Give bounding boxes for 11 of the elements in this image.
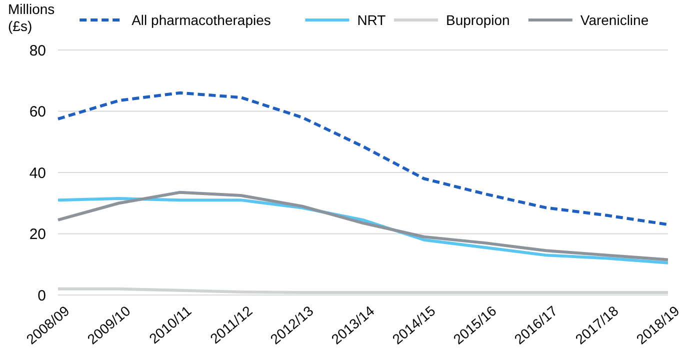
y-tick-label: 20 (29, 226, 46, 243)
y-axis-title: Millions (£s) (8, 1, 55, 34)
y-tick-label: 40 (29, 164, 46, 182)
legend-label: Bupropion (446, 12, 510, 28)
y-tick-label: 60 (29, 104, 46, 120)
legend-label: Varenicline (580, 12, 649, 28)
legend-label: All pharmacotherapies (132, 12, 271, 28)
y-tick-label: 0 (38, 287, 46, 304)
y-tick-label: 80 (29, 42, 46, 60)
line-series (56, 91, 670, 226)
legend-label: NRT (357, 12, 386, 28)
